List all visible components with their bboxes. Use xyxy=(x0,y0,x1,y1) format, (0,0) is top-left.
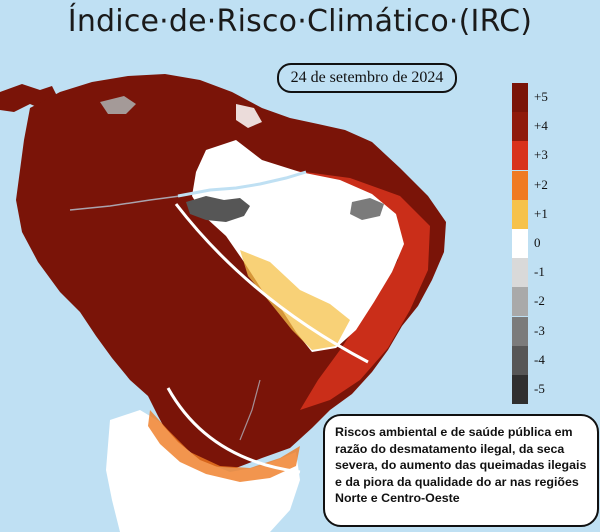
arc-line-north xyxy=(174,203,369,364)
legend-swatch xyxy=(512,83,528,112)
legend-label: +4 xyxy=(534,118,548,134)
annotation-text: Riscos ambiental e de saúde pública em r… xyxy=(335,425,587,506)
negative-risk-patch xyxy=(186,196,250,222)
map-title: Índice·de·Risco·Climático·(IRC) xyxy=(67,4,533,39)
legend-label: +5 xyxy=(534,89,548,104)
moderate-risk-fringe xyxy=(232,160,430,410)
date-text: 24 de setembro de 2024 xyxy=(290,69,444,86)
legend-swatch xyxy=(512,170,528,200)
river xyxy=(69,195,181,211)
legend-swatch xyxy=(512,199,528,229)
legend-swatch xyxy=(512,375,528,404)
legend-label: -3 xyxy=(534,322,545,338)
low-moderate-risk-speckle xyxy=(240,250,350,350)
legend-swatch xyxy=(512,141,528,171)
legend-swatch xyxy=(512,316,528,346)
risk-legend: +5 +4 +3 +2 +1 0 -1 -2 -3 -4 -5 xyxy=(512,83,572,405)
low-risk-northeast xyxy=(192,140,404,352)
legend-label: 0 xyxy=(534,235,541,250)
negative-risk-patch-east xyxy=(350,198,384,220)
date-badge: 24 de setembro de 2024 xyxy=(277,63,457,93)
river-south xyxy=(239,379,261,441)
guiana-white-patch xyxy=(236,104,262,128)
legend-label: +2 xyxy=(534,176,548,192)
legend-swatch xyxy=(512,345,528,375)
legend-label: -2 xyxy=(534,293,545,309)
legend-swatch xyxy=(512,112,528,142)
legend-label: +1 xyxy=(534,205,548,221)
arc-line-south xyxy=(166,387,301,474)
legend-label: -1 xyxy=(534,264,545,280)
legend-swatch xyxy=(512,287,528,317)
annotation-note: Riscos ambiental e de saúde pública em r… xyxy=(323,414,599,527)
amazon-river-mouth xyxy=(177,170,307,198)
venezuela-grey-patch xyxy=(100,96,136,114)
legend-label: -4 xyxy=(534,351,545,367)
legend-swatch xyxy=(512,229,528,258)
legend-label: +3 xyxy=(534,147,548,163)
legend-swatch xyxy=(512,258,528,288)
legend-label: -5 xyxy=(534,381,545,396)
